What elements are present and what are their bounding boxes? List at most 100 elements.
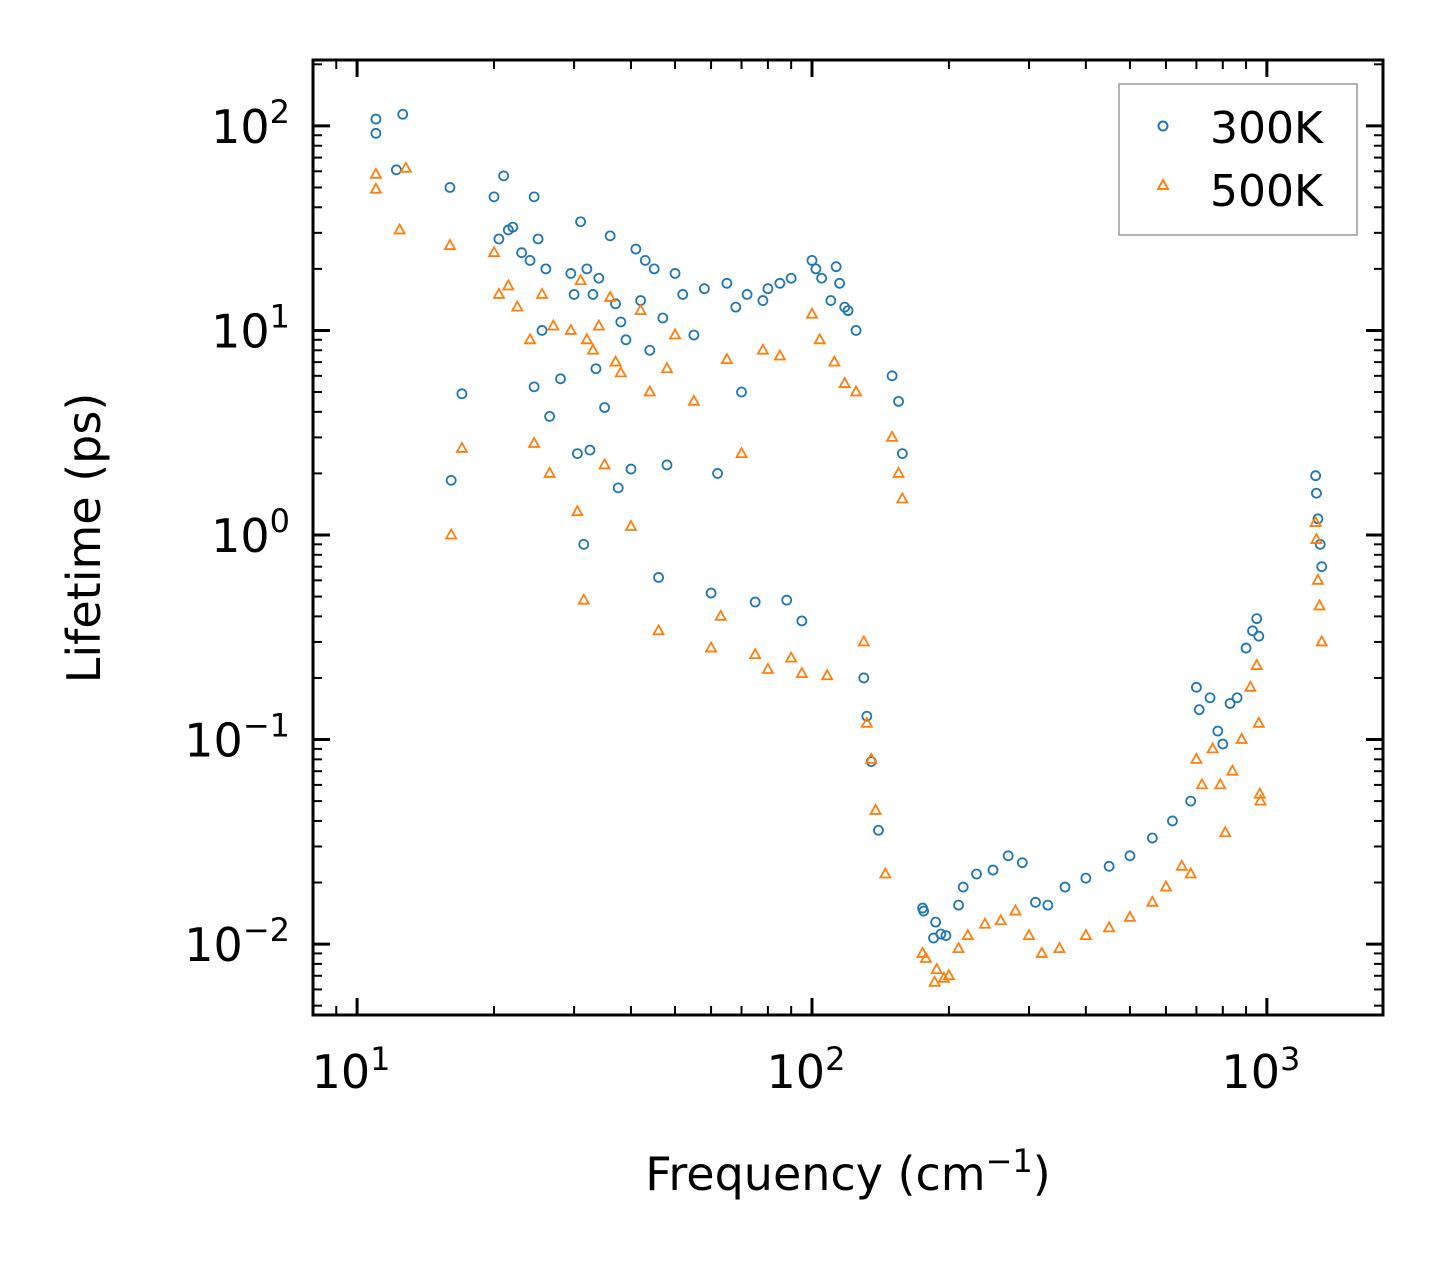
data-point	[892, 466, 906, 478]
data-point	[784, 650, 798, 663]
data-point	[825, 295, 837, 306]
data-point	[816, 272, 828, 284]
data-point	[1175, 858, 1189, 871]
data-point	[612, 482, 624, 494]
data-point	[935, 928, 947, 940]
data-point	[893, 395, 904, 407]
data-point	[577, 592, 591, 605]
y-tick-label: 102	[211, 93, 290, 154]
data-point	[581, 263, 593, 275]
data-point	[507, 221, 519, 233]
data-point	[1042, 899, 1054, 911]
data-point	[669, 268, 681, 279]
data-point	[564, 323, 578, 335]
data-point	[609, 354, 623, 367]
data-point	[838, 376, 852, 388]
data-point	[1310, 470, 1322, 482]
data-point	[1189, 751, 1203, 764]
data-point	[1167, 815, 1178, 827]
data-point	[1231, 692, 1243, 704]
data-point	[756, 342, 770, 355]
data-point	[761, 662, 775, 674]
data-point	[1250, 658, 1264, 670]
data-point	[540, 263, 552, 275]
data-point	[555, 373, 566, 385]
data-point	[487, 245, 501, 258]
data-point	[1217, 738, 1229, 750]
data-point	[1146, 832, 1158, 844]
data-point	[532, 233, 544, 245]
data-point	[528, 381, 540, 393]
data-point	[578, 538, 590, 550]
data-point	[657, 312, 669, 324]
data-point	[1312, 513, 1324, 525]
data-point	[1184, 866, 1198, 879]
data-point	[918, 905, 930, 917]
y-tick-label: 10−2	[184, 911, 290, 972]
data-point	[584, 444, 596, 456]
data-point	[850, 325, 862, 336]
data-point	[590, 363, 602, 375]
x-tick-label: 102	[767, 1040, 846, 1099]
data-point	[1212, 725, 1224, 737]
data-point	[369, 181, 383, 194]
data-point	[1016, 857, 1028, 869]
data-point	[861, 710, 873, 722]
data-point	[510, 299, 524, 312]
data-point	[599, 402, 610, 413]
data-point	[687, 394, 701, 406]
data-point	[1253, 793, 1267, 806]
data-point	[625, 463, 637, 475]
data-point	[620, 334, 632, 346]
data-point	[827, 354, 841, 367]
data-point	[614, 365, 628, 378]
data-point	[1145, 894, 1159, 907]
data-point	[842, 305, 854, 317]
data-point	[652, 623, 666, 636]
data-point	[869, 803, 883, 815]
data-point	[393, 222, 407, 235]
data-point	[1206, 741, 1220, 754]
data-point	[810, 263, 822, 275]
data-point	[546, 318, 560, 331]
data-point	[524, 255, 536, 266]
data-point	[813, 332, 827, 345]
data-point	[528, 191, 540, 203]
series-500K	[369, 161, 1329, 987]
legend-frame	[1118, 83, 1358, 236]
data-point	[834, 277, 845, 289]
data-point	[397, 108, 409, 120]
data-point	[570, 504, 584, 517]
data-point	[978, 916, 992, 929]
data-point	[928, 974, 942, 987]
data-point	[1311, 573, 1325, 585]
data-point	[586, 342, 600, 355]
data-point	[677, 289, 689, 300]
data-point	[705, 587, 717, 599]
data-point	[987, 864, 999, 876]
data-point	[604, 230, 616, 242]
data-point	[698, 283, 710, 295]
data-point	[849, 384, 863, 397]
data-point	[1253, 630, 1265, 642]
data-point	[873, 824, 884, 836]
legend-marker-500k	[1156, 177, 1170, 190]
data-point	[1311, 487, 1322, 499]
data-point	[565, 268, 577, 279]
data-point	[580, 332, 594, 345]
data-point	[1213, 777, 1227, 790]
data-point	[1251, 613, 1263, 625]
data-point	[741, 289, 753, 300]
data-point	[942, 968, 956, 981]
data-point	[603, 290, 617, 302]
data-point	[830, 261, 842, 273]
data-point	[668, 327, 682, 340]
data-point	[527, 436, 541, 448]
data-point	[885, 430, 899, 442]
series-300K	[370, 108, 1328, 944]
data-point	[714, 609, 728, 621]
data-point	[961, 928, 975, 941]
data-point	[916, 946, 930, 958]
data-point	[1159, 879, 1173, 892]
